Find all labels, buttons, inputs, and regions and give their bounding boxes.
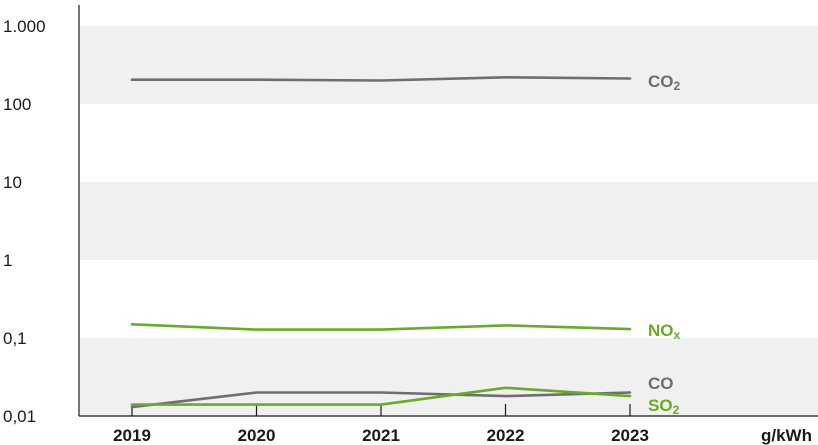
series-label-co: CO bbox=[648, 374, 674, 393]
series-label-so2: SO2 bbox=[648, 396, 680, 417]
unit-label: g/kWh bbox=[761, 426, 812, 445]
x-tick-label: 2021 bbox=[362, 426, 400, 445]
series-label-base: CO bbox=[648, 72, 674, 91]
y-tick-label: 1 bbox=[3, 251, 12, 270]
series-label-subscript: 2 bbox=[673, 403, 680, 417]
series-line-co bbox=[130, 391, 632, 409]
series-label-base: NO bbox=[648, 321, 674, 340]
x-tick-label: 2020 bbox=[238, 426, 276, 445]
series-line-nox bbox=[130, 322, 632, 331]
x-axis-ticks: 2019 2020 2021 2022 2023 bbox=[113, 404, 649, 445]
series-label-co2: CO2 bbox=[648, 72, 681, 93]
y-tick-label: 100 bbox=[3, 95, 31, 114]
series-line-co2 bbox=[130, 76, 632, 82]
series-label-subscript: x bbox=[674, 328, 681, 342]
plot-band bbox=[80, 338, 818, 416]
x-tick-label: 2022 bbox=[487, 426, 525, 445]
plot-bands bbox=[80, 26, 818, 416]
series-lines bbox=[130, 76, 632, 409]
y-tick-label: 0,1 bbox=[3, 329, 27, 348]
x-tick-label: 2019 bbox=[113, 426, 151, 445]
series-label-subscript: 2 bbox=[674, 79, 681, 93]
series-label-base: CO bbox=[648, 374, 674, 393]
series-line-so2 bbox=[130, 386, 632, 406]
series-label-nox: NOx bbox=[648, 321, 681, 342]
y-tick-label: 0,01 bbox=[3, 407, 36, 426]
plot-band bbox=[80, 26, 818, 104]
y-tick-label: 10 bbox=[3, 173, 22, 192]
series-label-base: SO bbox=[648, 396, 673, 415]
y-tick-label: 1.000 bbox=[3, 17, 46, 36]
x-tick-label: 2023 bbox=[611, 426, 649, 445]
y-axis-ticks: 1.000 100 10 1 0,1 0,01 bbox=[3, 17, 46, 426]
plot-band bbox=[80, 182, 818, 260]
